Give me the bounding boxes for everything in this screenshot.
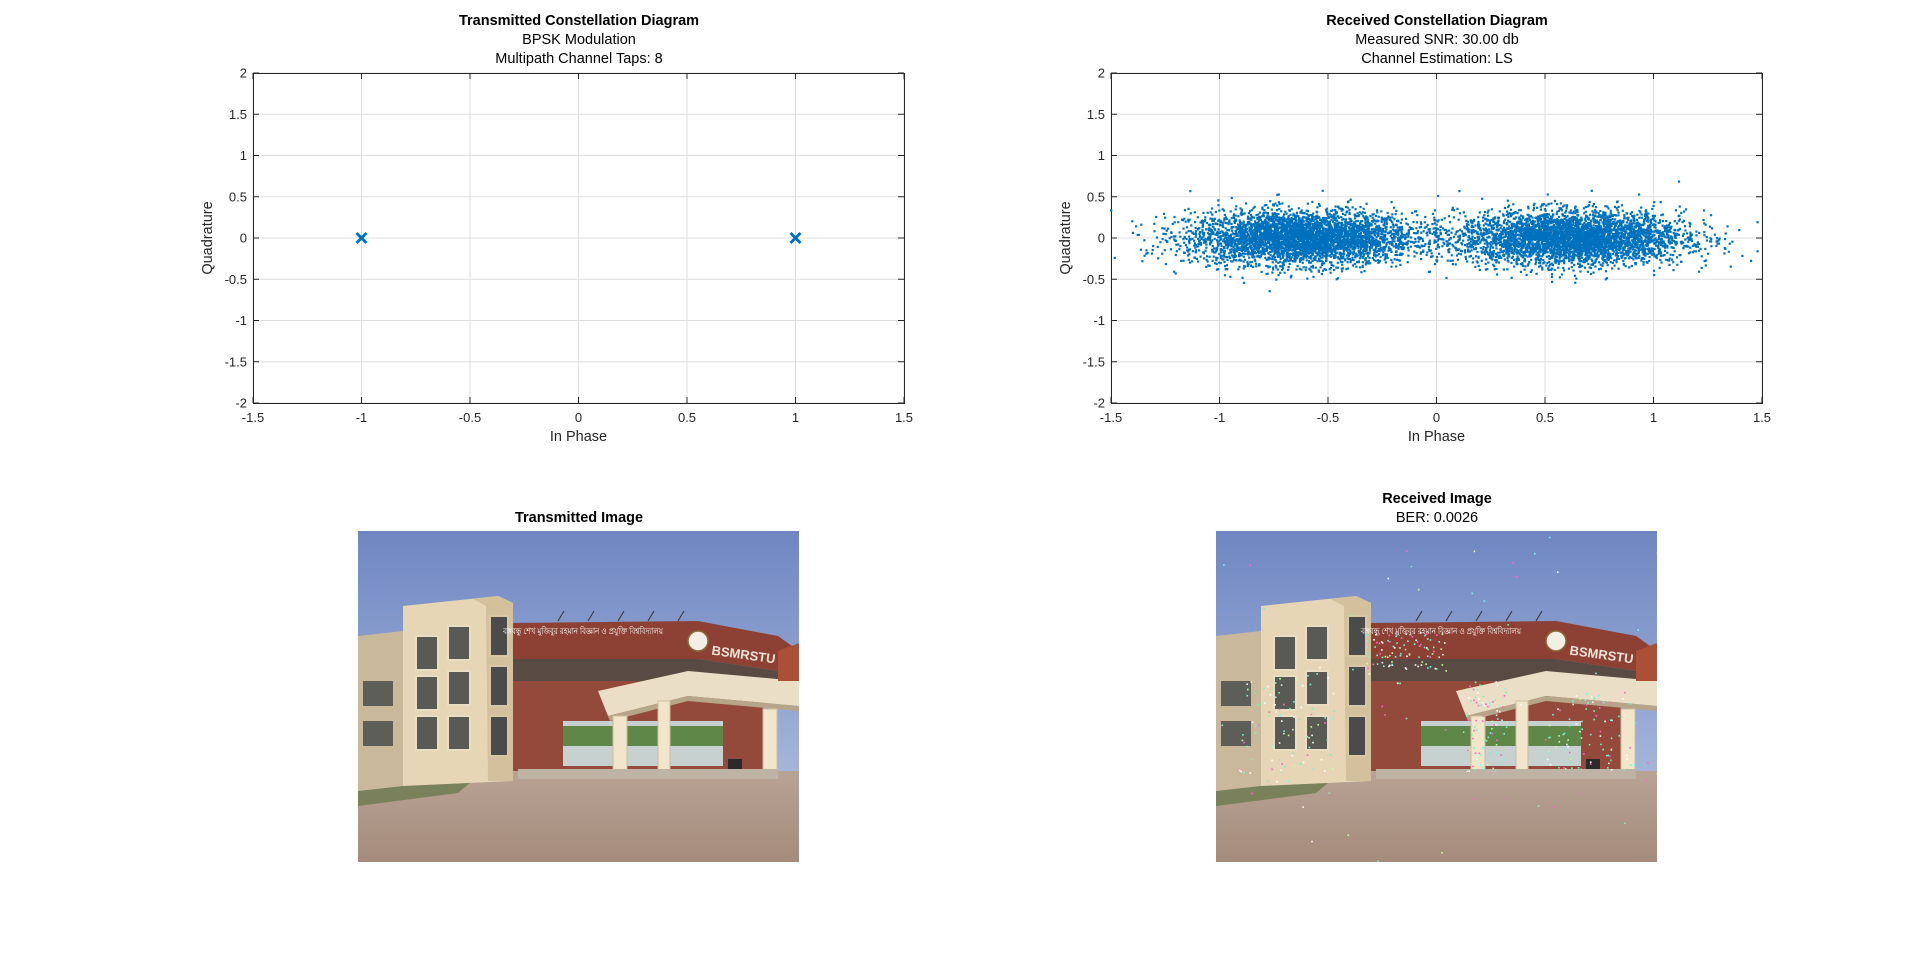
tx-constellation-subtitle-2: Multipath Channel Taps: 8 bbox=[495, 51, 663, 67]
tx-ytick-label: 2 bbox=[240, 66, 247, 81]
tx-xtick-label: -1.5 bbox=[242, 410, 264, 425]
rx-cluster-0 bbox=[1110, 189, 1459, 293]
received-image: বঙ্গবন্ধু শেখ মুজিবুর রহমান বিজ্ঞান ও প্… bbox=[1216, 531, 1657, 862]
rx-ytick-label: -1 bbox=[1093, 313, 1105, 328]
photo-pillar bbox=[657, 700, 671, 772]
tx-ytick-label: -1 bbox=[235, 313, 247, 328]
rx-xtick-label: -1 bbox=[1214, 410, 1226, 425]
rx-xtick-label: 0 bbox=[1433, 410, 1440, 425]
photo-logo bbox=[687, 630, 709, 652]
photo-pillar bbox=[762, 708, 778, 775]
tx-ytick-label: -1.5 bbox=[225, 354, 247, 369]
rx-xlabel: In Phase bbox=[1408, 429, 1465, 445]
tx-xlabel: In Phase bbox=[550, 429, 607, 445]
photo-signage-bangla: বঙ্গবন্ধু শেখ মুজিবুর রহমান বিজ্ঞান ও প্… bbox=[502, 626, 663, 637]
tx-constellation-plot: -1.5 -1 -0.5 0 0.5 1 1.521.510.50-0.5-1-1.5-2I… bbox=[200, 66, 913, 446]
photo-pillar bbox=[1620, 708, 1636, 775]
rx-cluster-1 bbox=[1415, 180, 1759, 284]
photo-logo bbox=[1545, 630, 1567, 652]
rx-ytick-label: 1 bbox=[1098, 148, 1105, 163]
rx-ytick-label: 2 bbox=[1098, 66, 1105, 81]
tx-constellation-point bbox=[355, 231, 368, 245]
tx-xtick-label: 1 bbox=[792, 410, 799, 425]
tx-xtick-label: 0 bbox=[575, 410, 582, 425]
tx-ytick-label: 1.5 bbox=[229, 107, 247, 122]
photo-pillar bbox=[1515, 700, 1529, 772]
rx-image-ber: BER: 0.0026 bbox=[1395, 510, 1479, 526]
tx-xtick-label: -0.5 bbox=[459, 410, 481, 425]
tx-ytick-label: -0.5 bbox=[225, 272, 247, 287]
rx-constellation-points bbox=[1110, 180, 1759, 293]
rx-constellation-title: Received Constellation Diagram bbox=[1326, 13, 1548, 29]
photo-signage-bangla: বঙ্গবন্ধু শেখ মুজিবুর রহমান বিজ্ঞান ও প্… bbox=[1360, 626, 1521, 637]
rx-ytick-label: -0.5 bbox=[1083, 272, 1105, 287]
rx-ytick-label: -2 bbox=[1093, 396, 1105, 411]
tx-ytick-label: 0 bbox=[240, 231, 247, 246]
rx-ytick-label: 0.5 bbox=[1087, 189, 1105, 204]
tx-constellation-point bbox=[789, 231, 802, 245]
rx-xtick-label: 0.5 bbox=[1536, 410, 1554, 425]
rx-ytick-label: 0 bbox=[1098, 231, 1105, 246]
tx-ytick-label: 0.5 bbox=[229, 189, 247, 204]
rx-ytick-label: -1.5 bbox=[1083, 354, 1105, 369]
tx-xtick-label: 1.5 bbox=[895, 410, 913, 425]
tx-ylabel: Quadrature bbox=[200, 201, 216, 274]
rx-constellation-subtitle-2: Channel Estimation: LS bbox=[1361, 51, 1513, 67]
photo-bit-error-noise bbox=[1221, 536, 1657, 862]
rx-constellation-subtitle-1: Measured SNR: 30.00 db bbox=[1355, 32, 1519, 48]
tx-constellation-title: Transmitted Constellation Diagram bbox=[458, 13, 700, 29]
photo-signage-band bbox=[1371, 621, 1657, 681]
rx-xtick-label: -1.5 bbox=[1100, 410, 1122, 425]
transmitted-image: বঙ্গবন্ধু শেখ মুজিবুর রহমান বিজ্ঞান ও প্… bbox=[358, 531, 799, 862]
photo-signage-band bbox=[513, 621, 799, 681]
tx-ytick-label: -2 bbox=[235, 396, 247, 411]
tx-constellation-subtitle-1: BPSK Modulation bbox=[522, 32, 636, 48]
tx-ytick-label: 1 bbox=[240, 148, 247, 163]
tx-xtick-label: -1 bbox=[356, 410, 368, 425]
tx-image-title: Transmitted Image bbox=[514, 510, 644, 526]
rx-xtick-label: -0.5 bbox=[1317, 410, 1339, 425]
tx-xtick-label: 0.5 bbox=[678, 410, 696, 425]
rx-ytick-label: 1.5 bbox=[1087, 107, 1105, 122]
photo-canopy bbox=[598, 671, 799, 716]
rx-ylabel: Quadrature bbox=[1058, 201, 1074, 274]
photo-pillar bbox=[612, 715, 628, 777]
rx-xtick-label: 1 bbox=[1650, 410, 1657, 425]
rx-constellation-plot: -1.5 -1 -0.5 0 0.5 1 1.521.510.50-0.5-1-1.5-2I… bbox=[1058, 66, 1771, 446]
photo-canopy bbox=[1456, 671, 1657, 716]
rx-image-title: Received Image bbox=[1382, 491, 1492, 507]
rx-xtick-label: 1.5 bbox=[1753, 410, 1771, 425]
